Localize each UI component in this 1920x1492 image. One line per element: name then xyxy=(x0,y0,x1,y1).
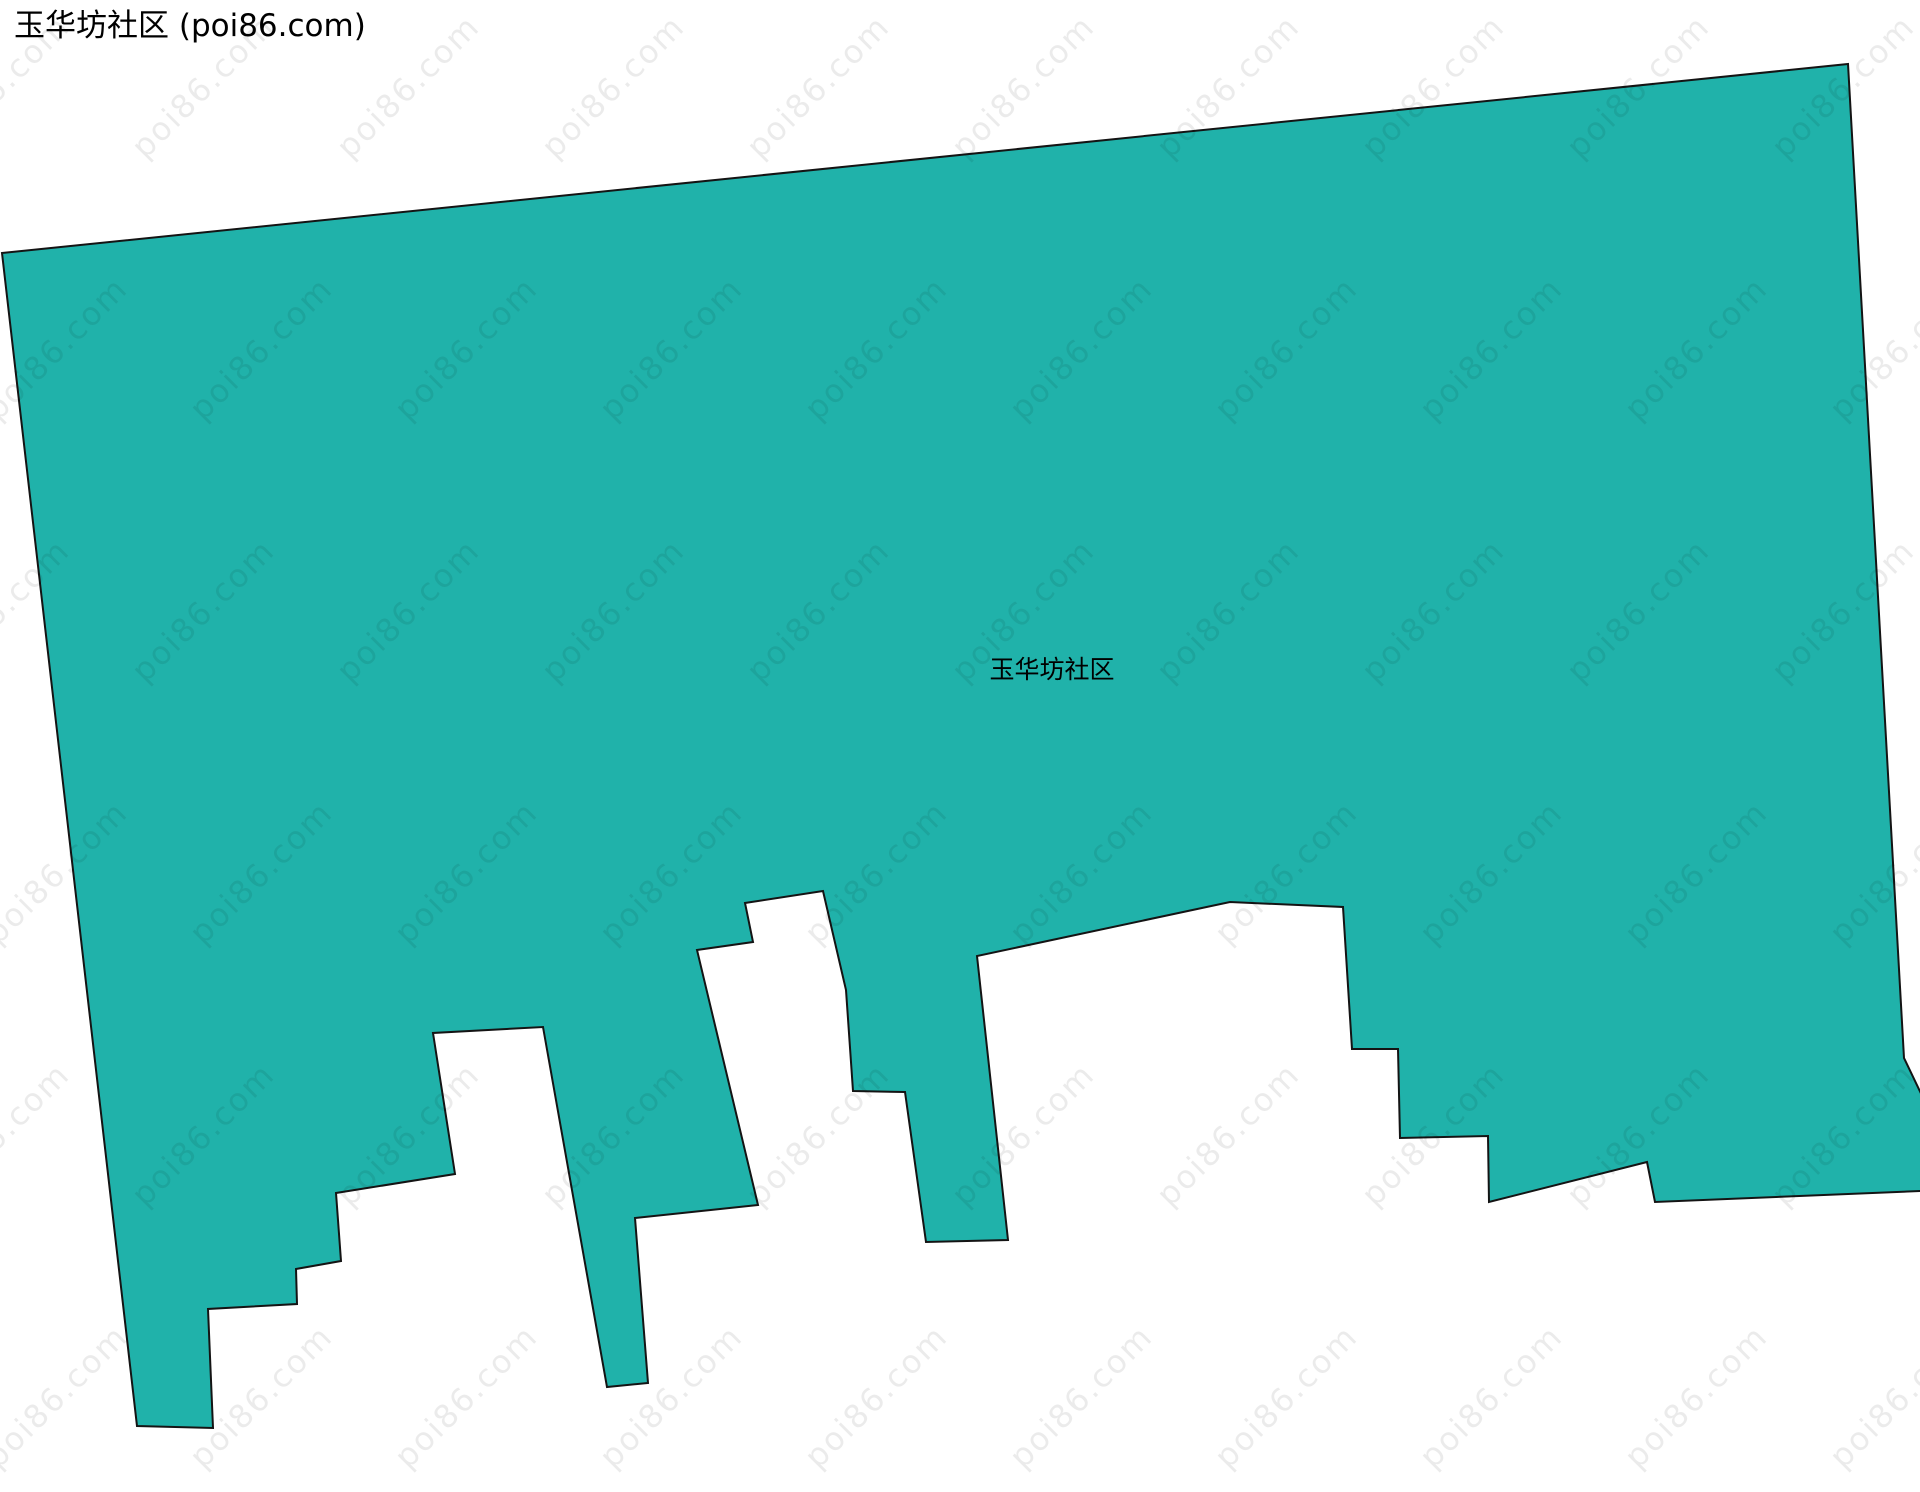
watermark-text: poi86.com xyxy=(0,1055,77,1213)
watermark-text: poi86.com xyxy=(534,7,692,165)
region-polygon xyxy=(0,62,1920,1430)
watermark-text: poi86.com xyxy=(1002,1317,1160,1475)
watermark-text: poi86.com xyxy=(797,1317,955,1475)
watermark-text: poi86.com xyxy=(0,1317,135,1475)
watermark-text: poi86.com xyxy=(1207,1317,1365,1475)
watermark-text: poi86.com xyxy=(739,1055,897,1213)
watermark-text: poi86.com xyxy=(1412,1317,1570,1475)
watermark-text: poi86.com xyxy=(1822,1317,1920,1475)
watermark-text: poi86.com xyxy=(739,7,897,165)
watermark-text: poi86.com xyxy=(1149,1055,1307,1213)
watermark-text: poi86.com xyxy=(1617,1317,1775,1475)
watermark-text: poi86.com xyxy=(387,1317,545,1475)
page-title: 玉华坊社区 (poi86.com) xyxy=(14,8,366,44)
region-label: 玉华坊社区 xyxy=(989,655,1114,684)
